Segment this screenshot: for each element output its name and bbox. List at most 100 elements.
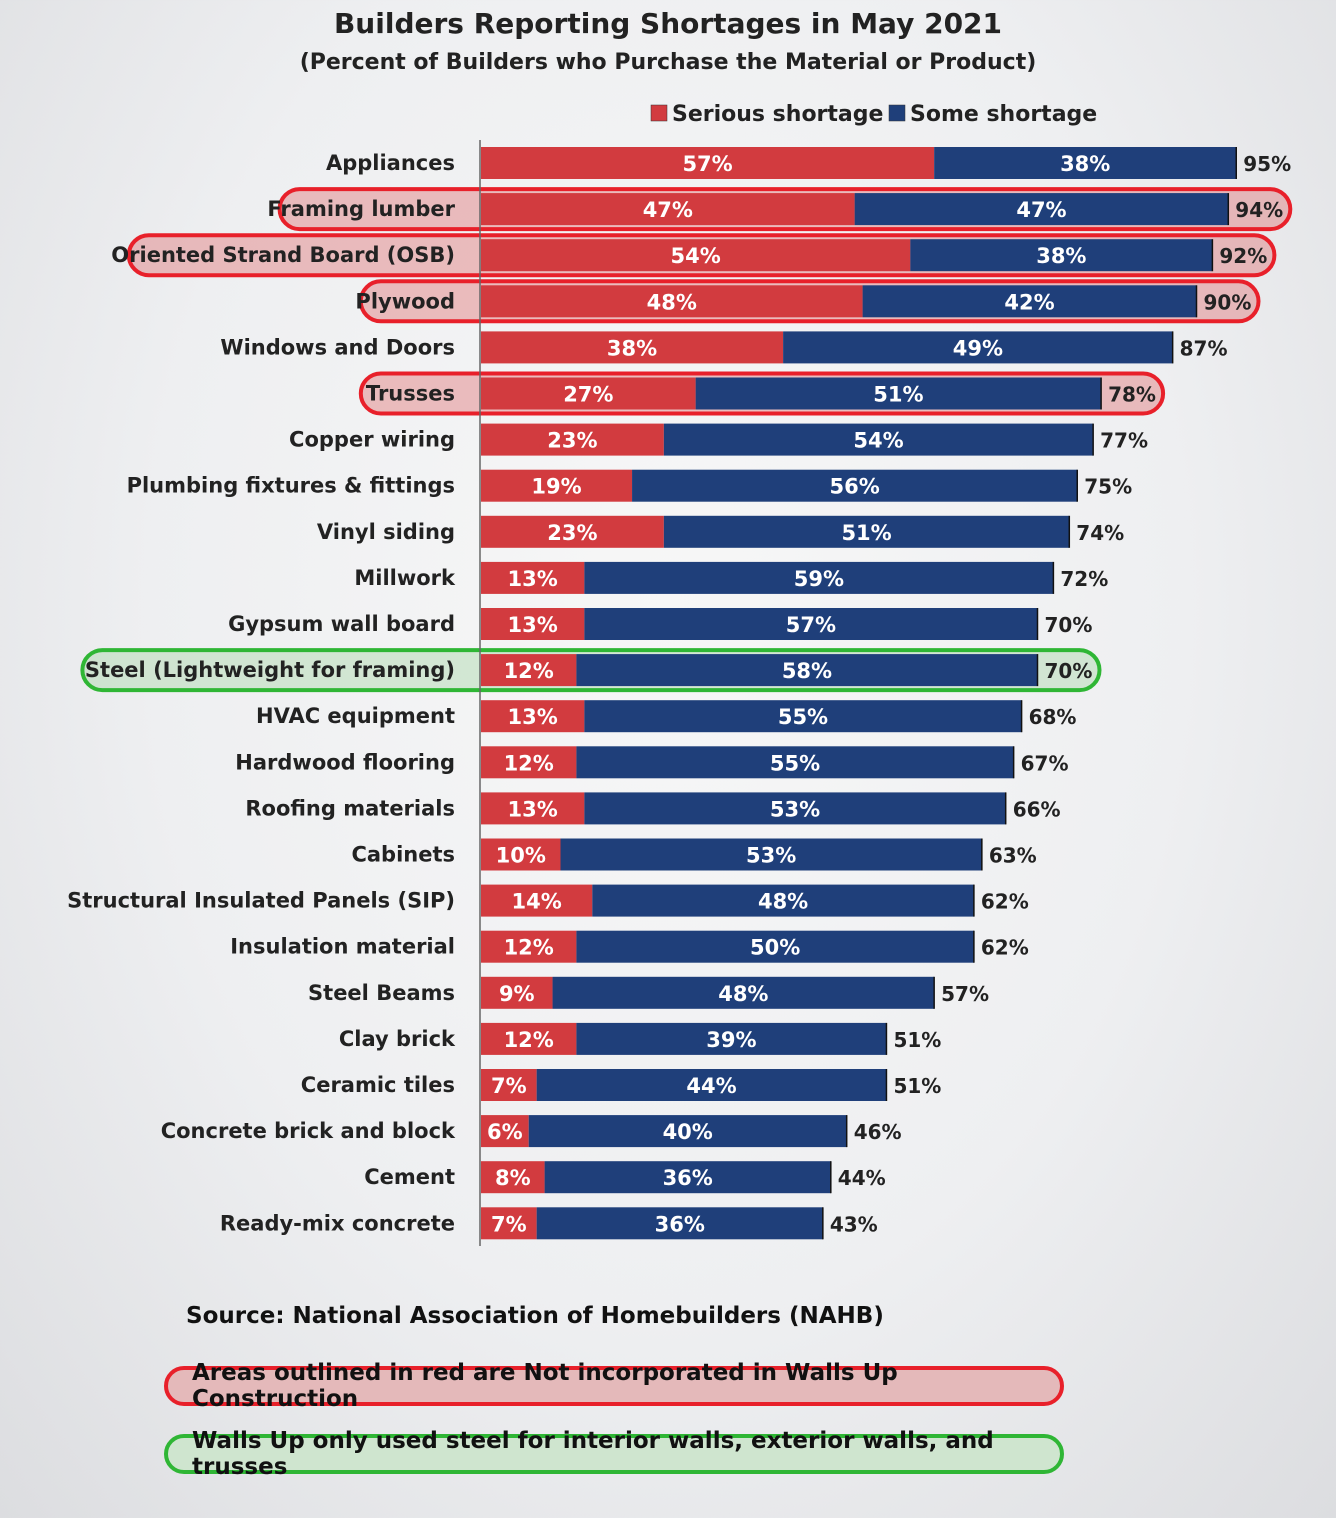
value-label-serious-plumbing-fixtures-fittings: 19% <box>531 475 581 499</box>
value-label-serious-cement: 8% <box>495 1166 531 1190</box>
legend-swatch-serious <box>650 104 668 122</box>
value-label-serious-hvac-equipment: 13% <box>508 705 558 729</box>
category-label-steel-beams: Steel Beams <box>308 981 455 1005</box>
value-label-some-steel-beams: 48% <box>718 982 768 1006</box>
total-label-hardwood-flooring: 67% <box>1021 751 1069 775</box>
total-label-steel-beams: 57% <box>941 982 989 1006</box>
bar-some-steel-beams <box>552 976 935 1009</box>
bar-some-framing-lumber <box>854 193 1229 226</box>
bar-some-hvac-equipment <box>584 700 1022 733</box>
value-label-serious-ceramic-tiles: 7% <box>491 1074 527 1098</box>
bar-serious-cabinets <box>481 838 561 871</box>
bar-serious-windows-and-doors <box>481 331 784 364</box>
red-outline-note-text: Areas outlined in red are Not incorporat… <box>192 1360 898 1412</box>
category-label-oriented-strand-board-osb: Oriented Strand Board (OSB) <box>111 243 455 267</box>
total-label-vinyl-siding: 74% <box>1076 521 1124 545</box>
total-label-trusses: 78% <box>1108 383 1156 407</box>
value-label-some-oriented-strand-board-osb: 38% <box>1036 244 1086 268</box>
chart-title: Builders Reporting Shortages in May 2021 <box>334 7 1002 40</box>
value-label-some-gypsum-wall-board: 57% <box>786 613 836 637</box>
value-label-serious-plywood: 48% <box>647 290 697 314</box>
value-label-some-appliances: 38% <box>1060 152 1110 176</box>
bar-some-ready-mix-concrete <box>536 1207 823 1240</box>
stacked-bar-chart: Builders Reporting Shortages in May 2021… <box>67 7 1293 1246</box>
bar-serious-ceramic-tiles <box>481 1069 537 1101</box>
bar-some-steel-lightweight-for-framing <box>576 654 1038 687</box>
value-label-some-ceramic-tiles: 44% <box>686 1074 736 1098</box>
bar-serious-vinyl-siding <box>481 515 664 548</box>
category-label-appliances: Appliances <box>326 151 455 175</box>
bar-serious-insulation-material <box>481 930 577 963</box>
bar-some-plywood <box>862 285 1197 318</box>
value-label-serious-trusses: 27% <box>563 383 613 407</box>
value-label-some-plywood: 42% <box>1004 290 1054 314</box>
value-label-some-ready-mix-concrete: 36% <box>655 1212 705 1236</box>
category-label-insulation-material: Insulation material <box>230 935 455 959</box>
category-label-structural-insulated-panels-sip: Structural Insulated Panels (SIP) <box>67 889 455 913</box>
category-label-steel-lightweight-for-framing: Steel (Lightweight for framing) <box>85 658 455 682</box>
category-label-cabinets: Cabinets <box>351 843 455 867</box>
bars <box>481 147 1237 1240</box>
red-outline-note: Areas outlined in red are Not incorporat… <box>164 1360 1064 1412</box>
bar-serious-gypsum-wall-board <box>481 608 585 640</box>
value-label-some-vinyl-siding: 51% <box>841 521 891 545</box>
bar-some-plumbing-fixtures-fittings <box>632 469 1078 502</box>
total-label-plywood: 90% <box>1204 290 1252 314</box>
bar-serious-ready-mix-concrete <box>481 1207 537 1240</box>
bar-serious-appliances <box>481 147 935 179</box>
total-label-insulation-material: 62% <box>981 936 1029 960</box>
value-label-serious-insulation-material: 12% <box>504 936 554 960</box>
value-label-some-hardwood-flooring: 55% <box>770 751 820 775</box>
value-label-some-cabinets: 53% <box>746 844 796 868</box>
bar-some-concrete-brick-and-block <box>528 1115 847 1148</box>
value-label-some-trusses: 51% <box>873 383 923 407</box>
category-label-concrete-brick-and-block: Concrete brick and block <box>161 1119 456 1143</box>
total-label-plumbing-fixtures-fittings: 75% <box>1084 475 1132 499</box>
bar-some-vinyl-siding <box>663 515 1070 548</box>
total-label-clay-brick: 51% <box>893 1028 941 1052</box>
category-label-windows-and-doors: Windows and Doors <box>220 335 455 359</box>
category-label-copper-wiring: Copper wiring <box>289 428 455 452</box>
bar-serious-plywood <box>481 285 863 318</box>
legend-swatch-some <box>888 104 906 122</box>
total-label-appliances: 95% <box>1243 152 1291 176</box>
bar-some-windows-and-doors <box>783 331 1173 364</box>
value-label-some-copper-wiring: 54% <box>853 429 903 453</box>
bar-some-ceramic-tiles <box>536 1069 887 1101</box>
bar-some-trusses <box>695 377 1102 410</box>
value-label-serious-vinyl-siding: 23% <box>547 521 597 545</box>
value-label-serious-steel-lightweight-for-framing: 12% <box>504 659 554 683</box>
total-label-concrete-brick-and-block: 46% <box>854 1120 902 1144</box>
total-label-windows-and-doors: 87% <box>1180 336 1228 360</box>
bar-some-millwork <box>584 561 1054 594</box>
bar-serious-millwork <box>481 561 585 594</box>
chart-subtitle: (Percent of Builders who Purchase the Ma… <box>300 50 1037 75</box>
bar-some-copper-wiring <box>663 423 1094 456</box>
bar-some-clay-brick <box>576 1022 887 1055</box>
category-label-trusses: Trusses <box>366 382 455 406</box>
bar-serious-steel-beams <box>481 976 553 1009</box>
total-label-structural-insulated-panels-sip: 62% <box>981 890 1029 914</box>
bar-serious-hvac-equipment <box>481 700 585 733</box>
bar-serious-trusses <box>481 377 696 410</box>
value-label-some-roofing-materials: 53% <box>770 797 820 821</box>
value-label-some-framing-lumber: 47% <box>1016 198 1066 222</box>
value-label-serious-framing-lumber: 47% <box>643 198 693 222</box>
bar-serious-framing-lumber <box>481 193 855 226</box>
bar-serious-roofing-materials <box>481 792 585 825</box>
value-label-serious-steel-beams: 9% <box>499 982 535 1006</box>
value-label-serious-concrete-brick-and-block: 6% <box>487 1120 523 1144</box>
bar-serious-structural-insulated-panels-sip <box>481 884 593 917</box>
legend-label-serious: Serious shortage <box>672 102 883 127</box>
value-label-serious-roofing-materials: 13% <box>508 797 558 821</box>
legend: Serious shortage Some shortage <box>650 102 1097 127</box>
value-label-serious-copper-wiring: 23% <box>547 429 597 453</box>
category-label-vinyl-siding: Vinyl siding <box>317 520 455 544</box>
value-label-serious-ready-mix-concrete: 7% <box>491 1212 527 1236</box>
category-label-millwork: Millwork <box>354 566 456 590</box>
value-label-serious-clay-brick: 12% <box>504 1028 554 1052</box>
category-label-clay-brick: Clay brick <box>339 1027 456 1051</box>
bar-some-appliances <box>934 147 1237 179</box>
category-label-plumbing-fixtures-fittings: Plumbing fixtures & fittings <box>127 474 455 498</box>
bar-some-gypsum-wall-board <box>584 608 1038 640</box>
